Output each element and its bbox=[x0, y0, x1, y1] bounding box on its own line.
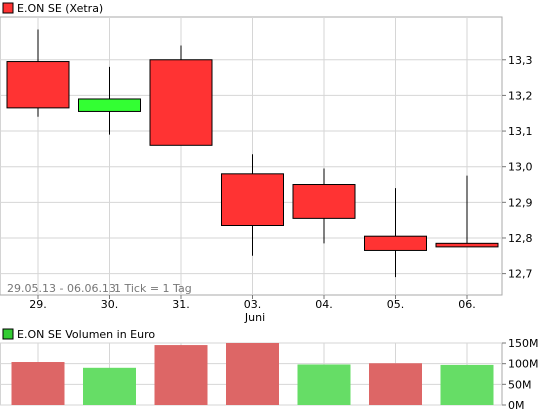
volume-bar bbox=[440, 364, 494, 405]
price-x-tick-label: 03. bbox=[244, 298, 262, 311]
price-x-tick-label: 31. bbox=[172, 298, 190, 311]
price-legend-label: E.ON SE (Xetra) bbox=[17, 2, 103, 15]
volume-y-tick-label: 0M bbox=[508, 399, 525, 412]
volume-bar bbox=[11, 362, 65, 405]
candle bbox=[6, 29, 70, 117]
price-plot: 29.05.13 - 06.06.13 1 Tick = 1 Tag bbox=[0, 16, 503, 296]
volume-plot bbox=[0, 342, 503, 406]
candle-body bbox=[364, 235, 427, 251]
candle-body bbox=[221, 173, 284, 226]
candle-body bbox=[292, 184, 356, 219]
volume-bar bbox=[83, 367, 136, 405]
price-x-tick-label: 04. bbox=[315, 298, 333, 311]
price-y-tick-label: 12,8 bbox=[508, 232, 533, 245]
candle bbox=[292, 168, 356, 244]
volume-y-tick-label: 50M bbox=[508, 378, 532, 391]
price-legend-swatch bbox=[2, 2, 14, 14]
candle-body bbox=[435, 242, 499, 248]
volume-bar bbox=[154, 345, 208, 405]
candle-body bbox=[6, 61, 70, 109]
price-x-axis: 29. 30. 31. 03. 04. 05. 06. bbox=[29, 295, 476, 311]
candle bbox=[149, 45, 213, 146]
candle bbox=[435, 175, 499, 248]
price-y-axis: 12,7 12,8 12,9 13,0 13,1 13,2 13,3 bbox=[502, 54, 533, 281]
price-x-tick-label: 06. bbox=[458, 298, 476, 311]
price-y-tick-label: 13,2 bbox=[508, 89, 533, 102]
volume-bars bbox=[11, 343, 494, 405]
volume-y-tick-label: 150M bbox=[508, 337, 539, 350]
candle bbox=[364, 188, 427, 278]
candle bbox=[78, 66, 141, 135]
price-y-tick-label: 13,0 bbox=[508, 161, 533, 174]
price-x-tick-label: 29. bbox=[29, 298, 47, 311]
price-plot-frame bbox=[0, 16, 503, 296]
volume-bar bbox=[369, 363, 422, 405]
price-legend: E.ON SE (Xetra) bbox=[2, 2, 103, 15]
price-y-tick-label: 13,1 bbox=[508, 125, 533, 138]
price-candles bbox=[6, 29, 499, 278]
candle bbox=[221, 154, 284, 256]
volume-legend-swatch bbox=[2, 328, 14, 340]
price-y-tick-label: 12,7 bbox=[508, 268, 533, 281]
volume-y-axis: 0M 50M 100M 150M bbox=[502, 337, 539, 412]
volume-bar bbox=[297, 364, 351, 405]
volume-legend-label: E.ON SE Volumen in Euro bbox=[17, 328, 155, 341]
price-x-tick-label: 30. bbox=[101, 298, 119, 311]
price-y-tick-label: 12,9 bbox=[508, 196, 533, 209]
candle-body bbox=[149, 59, 213, 146]
price-y-tick-label: 13,3 bbox=[508, 54, 533, 67]
volume-y-tick-label: 100M bbox=[508, 358, 539, 371]
volume-legend: E.ON SE Volumen in Euro bbox=[2, 328, 155, 341]
date-range-label: 29.05.13 - 06.06.13 bbox=[7, 282, 116, 295]
tick-info-label: 1 Tick = 1 Tag bbox=[114, 282, 192, 295]
volume-bar bbox=[226, 343, 279, 405]
month-label: Juni bbox=[244, 311, 265, 324]
candle-body bbox=[78, 98, 141, 112]
price-x-tick-label: 05. bbox=[387, 298, 405, 311]
